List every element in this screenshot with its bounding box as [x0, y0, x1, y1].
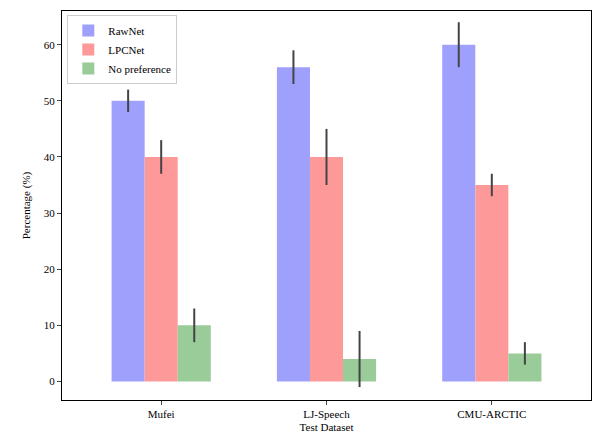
- svg-text:RawNet: RawNet: [108, 25, 144, 37]
- svg-text:0: 0: [49, 375, 55, 387]
- svg-text:Percentage (%): Percentage (%): [20, 171, 33, 239]
- svg-text:LJ-Speech: LJ-Speech: [303, 408, 350, 420]
- svg-text:10: 10: [44, 319, 56, 331]
- svg-text:LPCNet: LPCNet: [108, 44, 144, 56]
- svg-text:CMU-ARCTIC: CMU-ARCTIC: [457, 408, 526, 420]
- svg-text:40: 40: [44, 151, 56, 163]
- svg-text:50: 50: [44, 95, 56, 107]
- svg-text:20: 20: [44, 263, 56, 275]
- svg-text:60: 60: [44, 39, 56, 51]
- svg-text:30: 30: [44, 207, 56, 219]
- svg-text:No preference: No preference: [108, 63, 171, 75]
- svg-text:Mufei: Mufei: [148, 408, 175, 420]
- svg-text:Test Dataset: Test Dataset: [300, 421, 354, 433]
